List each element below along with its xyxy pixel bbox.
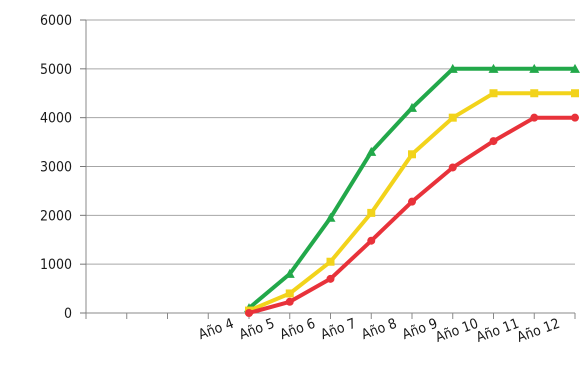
data-point — [367, 208, 376, 217]
data-point — [571, 113, 579, 122]
data-point — [529, 63, 540, 73]
data-point — [530, 113, 539, 122]
data-point — [408, 197, 416, 206]
data-point — [367, 236, 376, 245]
x-tick-label: Año 4 — [196, 316, 236, 343]
x-tick-label: Año 8 — [359, 316, 399, 343]
data-point — [488, 63, 499, 73]
y-tick-label: 6000 — [40, 13, 72, 29]
data-point — [366, 146, 377, 156]
data-point — [570, 63, 580, 73]
data-point — [326, 257, 335, 266]
data-point — [448, 113, 457, 122]
y-tick-label: 0 — [64, 306, 72, 322]
x-tick-label: Año 7 — [319, 316, 359, 343]
data-point — [326, 274, 335, 283]
data-point — [284, 268, 295, 278]
data-point — [489, 137, 498, 146]
y-tick-label: 2000 — [40, 208, 72, 224]
data-point — [448, 163, 457, 172]
y-tick-label: 5000 — [40, 62, 72, 78]
data-point — [285, 289, 294, 298]
y-axis-ticks: 0 1000 2000 3000 4000 5000 6000 — [40, 13, 86, 322]
data-point — [407, 102, 417, 112]
x-tick-label: Año 9 — [400, 316, 440, 343]
data-point — [447, 63, 458, 73]
x-tick-label: Año 5 — [237, 316, 277, 343]
data-point — [245, 309, 253, 317]
data-point — [325, 212, 336, 222]
data-point — [571, 89, 579, 98]
x-tick-label: Año 12 — [515, 316, 562, 346]
data-point — [285, 297, 294, 306]
gridlines — [86, 19, 575, 265]
y-tick-label: 4000 — [40, 111, 72, 127]
data-point — [489, 89, 498, 98]
data-point — [530, 89, 539, 98]
data-point — [408, 150, 416, 159]
series-group — [244, 63, 580, 317]
y-tick-label: 3000 — [40, 160, 72, 176]
y-tick-label: 1000 — [40, 257, 72, 273]
x-tick-label: Año 6 — [278, 316, 318, 343]
